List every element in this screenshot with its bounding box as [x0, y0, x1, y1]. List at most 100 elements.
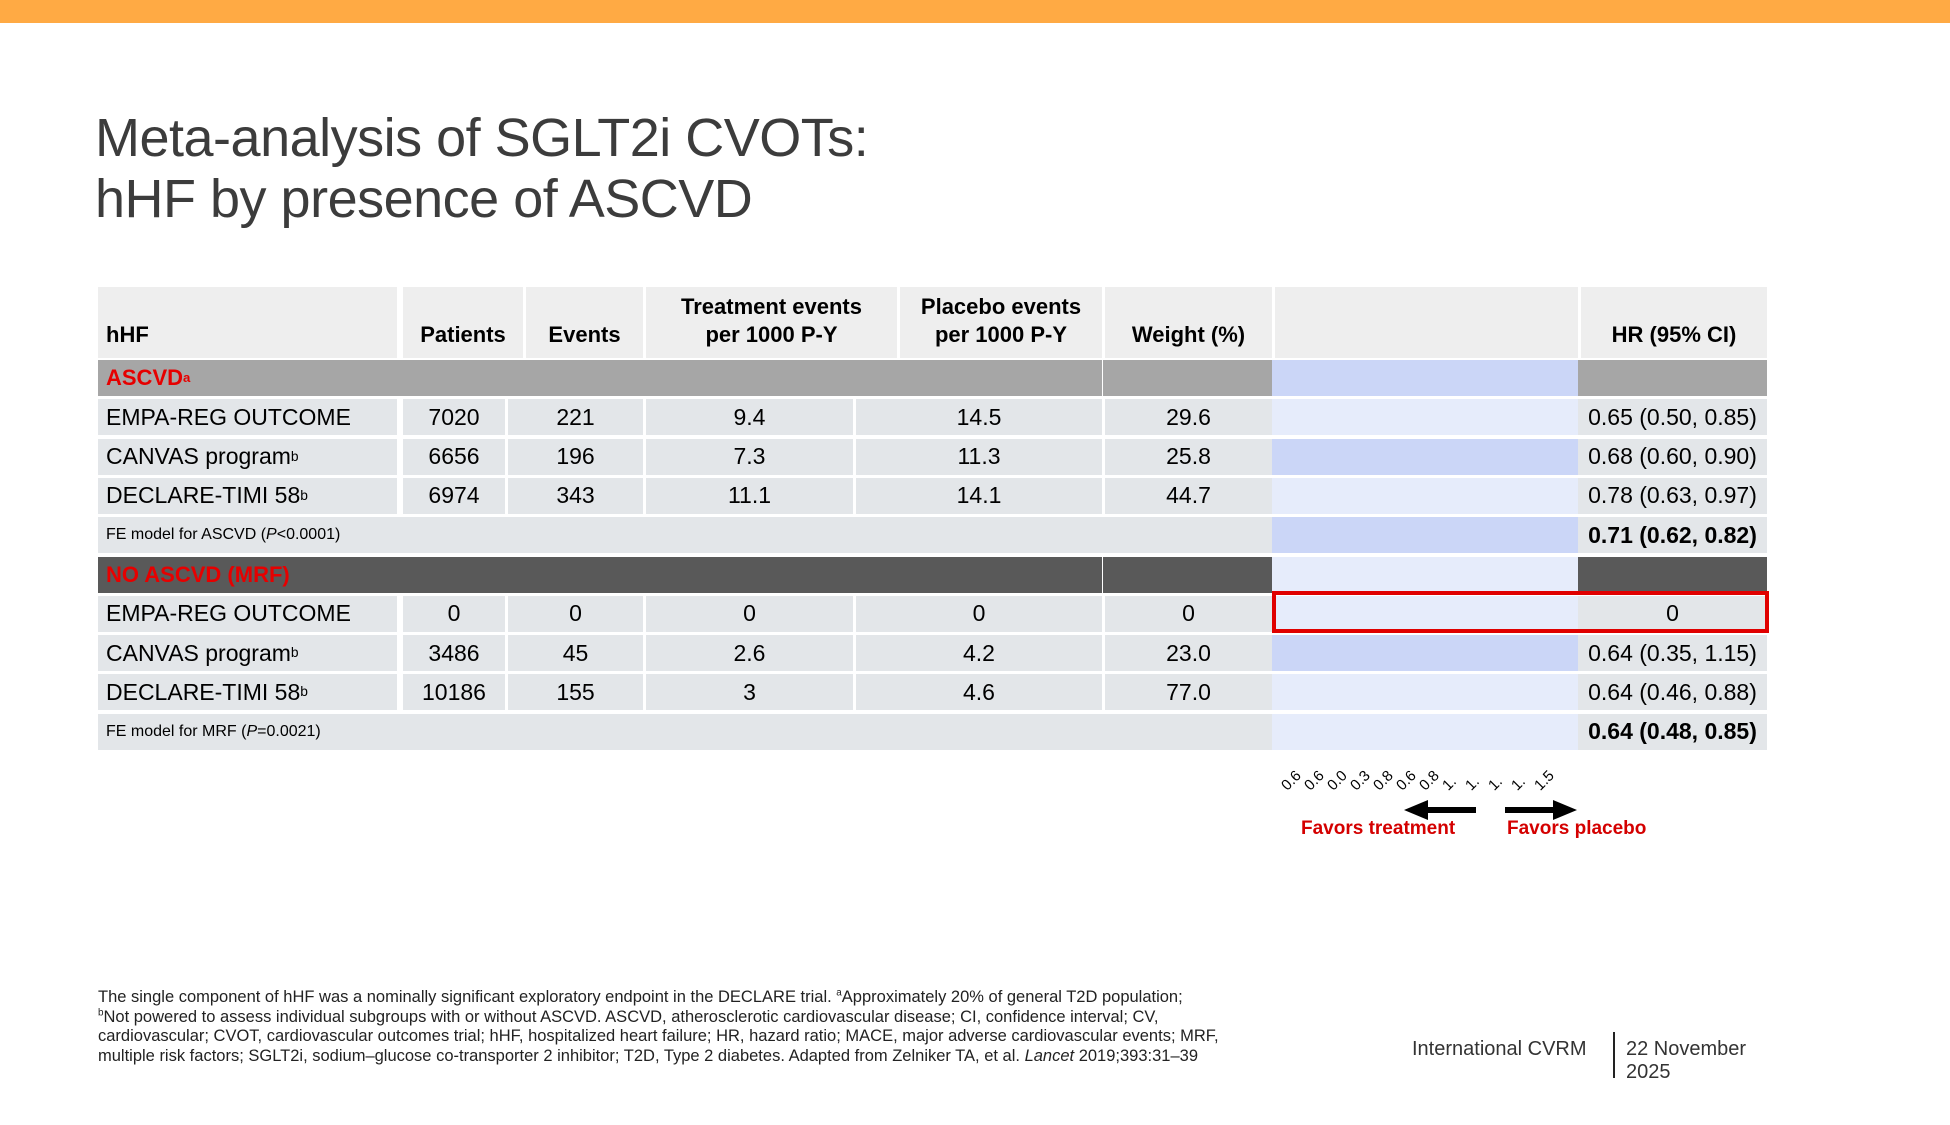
plot-band — [1272, 360, 1578, 396]
organization-name: International CVRM — [1412, 1038, 1587, 1060]
top-accent-bar — [0, 0, 1950, 23]
fe-model-hr: 0.64 (0.48, 0.85) — [1578, 713, 1767, 750]
footnote-text: multiple risk factors; SGLT2i, sodium–gl… — [98, 1046, 1025, 1065]
study-label: DECLARE-TIMI 58 — [106, 678, 301, 705]
axis-tick-label: 1.5 — [1531, 767, 1558, 795]
footnote-text: Approximately 20% of general T2D populat… — [841, 988, 1183, 1006]
plot-row-area — [1272, 477, 1578, 514]
study-label: DECLARE-TIMI 58 — [106, 482, 301, 509]
fe-p: P — [266, 526, 277, 544]
study-label: CANVAS program — [106, 443, 291, 470]
cell-treatment: 7.3 — [646, 438, 853, 475]
footnote: The single component of hHF was a nomina… — [98, 988, 1368, 1066]
cell-treatment: 3 — [646, 674, 853, 711]
study-name: DECLARE-TIMI 58 b — [98, 477, 397, 514]
plot-row-area — [1272, 635, 1578, 672]
footnote-text: 2019;393:31–39 — [1074, 1046, 1198, 1065]
cell-events: 155 — [508, 674, 643, 711]
cell-patients: 6656 — [403, 438, 505, 475]
cell-hr: 0.65 (0.50, 0.85) — [1578, 399, 1767, 436]
cell-placebo: 4.2 — [856, 635, 1102, 672]
header-events: Events — [526, 287, 643, 358]
date-line-2: 2025 — [1626, 1061, 1671, 1083]
cell-patients: 0 — [403, 595, 505, 632]
axis-tick-label: 1. — [1485, 773, 1506, 795]
study-label: EMPA-REG OUTCOME — [106, 600, 351, 627]
cell-weight: 23.0 — [1105, 635, 1272, 672]
header-hhf: hHF — [98, 287, 397, 358]
cell-events: 196 — [508, 438, 643, 475]
plot-row-area — [1272, 595, 1578, 632]
slide-title: Meta-analysis of SGLT2i CVOTs: hHF by pr… — [95, 108, 869, 230]
plot-row-area — [1272, 713, 1578, 750]
cell-events: 45 — [508, 635, 643, 672]
arrow-left-icon — [1404, 800, 1476, 820]
header-placebo-line-2: per 1000 P-Y — [934, 322, 1068, 347]
favors-treatment-label: Favors treatment — [1301, 818, 1456, 839]
study-name: DECLARE-TIMI 58 b — [98, 674, 397, 711]
cell-hr: 0.68 (0.60, 0.90) — [1578, 438, 1767, 475]
fe-text: =0.0021) — [257, 722, 321, 740]
fe-model-hr: 0.71 (0.62, 0.82) — [1578, 517, 1767, 554]
axis-ticks: 0.6 0.6 0.0 0.3 0.8 0.6 0.8 1. 1. 1. 1. 1.5 — [1278, 748, 1588, 794]
group-header-mrf: NO ASCVD (MRF) — [98, 556, 1102, 593]
cell-hr: 0.78 (0.63, 0.97) — [1578, 477, 1767, 514]
footnote-sup: b — [98, 1007, 104, 1018]
highlight-box — [1272, 591, 1769, 633]
cell-hr: 0.64 (0.46, 0.88) — [1578, 674, 1767, 711]
header-plot — [1275, 287, 1578, 358]
study-name: CANVAS program b — [98, 438, 397, 475]
cell-weight: 29.6 — [1105, 399, 1272, 436]
axis-tick-label: 1. — [1439, 773, 1460, 795]
cell-placebo: 0 — [856, 595, 1102, 632]
presentation-date: 22 November 2025 — [1626, 1038, 1746, 1084]
cell-weight: 25.8 — [1105, 438, 1272, 475]
cell-placebo: 14.1 — [856, 477, 1102, 514]
footnote-text: cardiovascular; CVOT, cardiovascular out… — [98, 1027, 1219, 1045]
cell-treatment: 2.6 — [646, 635, 853, 672]
fe-text: FE model for ASCVD ( — [106, 526, 267, 544]
fe-model-label: FE model for MRF (P =0.0021) — [98, 713, 1272, 750]
plot-row-area — [1272, 438, 1578, 475]
study-label: EMPA-REG OUTCOME — [106, 403, 351, 430]
cell-hr: 0 — [1578, 595, 1767, 632]
cell-weight: 0 — [1105, 595, 1272, 632]
plot-row-area — [1272, 399, 1578, 436]
footnote-sup: a — [836, 987, 842, 999]
title-line-2: hHF by presence of ASCVD — [95, 169, 753, 229]
date-line-1: 22 November — [1626, 1038, 1747, 1060]
favors-placebo-label: Favors placebo — [1507, 818, 1647, 839]
cell-treatment: 0 — [646, 595, 853, 632]
cell-patients: 6974 — [403, 477, 505, 514]
cell-weight: 44.7 — [1105, 477, 1272, 514]
cell-patients: 3486 — [403, 635, 505, 672]
arrow-right-icon — [1505, 800, 1577, 820]
footnote-text: The single component of hHF was a nomina… — [98, 988, 837, 1006]
cell-weight: 77.0 — [1105, 674, 1272, 711]
study-name: EMPA-REG OUTCOME — [98, 595, 397, 632]
cell-placebo: 11.3 — [856, 438, 1102, 475]
cell-patients: 7020 — [403, 399, 505, 436]
header-treatment: Treatment events per 1000 P-Y — [646, 287, 897, 358]
group-label: NO ASCVD (MRF) — [106, 561, 290, 587]
cell-treatment: 11.1 — [646, 477, 853, 514]
fe-model-label: FE model for ASCVD (P <0.0001) — [98, 517, 1272, 554]
plot-row-area — [1272, 517, 1578, 554]
plot-row-area — [1272, 674, 1578, 711]
plot-band — [1272, 556, 1578, 593]
group-header-ascvd: ASCVD a — [98, 360, 1102, 396]
title-line-1: Meta-analysis of SGLT2i CVOTs: — [95, 108, 869, 168]
group-header-hr-cell — [1578, 556, 1767, 593]
axis-tick-label: 1. — [1508, 773, 1529, 795]
study-name: EMPA-REG OUTCOME — [98, 399, 397, 436]
header-hr: HR (95% CI) — [1581, 287, 1767, 358]
fe-p: P — [246, 722, 258, 740]
header-treatment-line-1: Treatment events — [681, 294, 862, 319]
fe-text: <0.0001) — [276, 526, 341, 544]
header-weight: Weight (%) — [1105, 287, 1272, 358]
cell-events: 343 — [508, 477, 643, 514]
cell-placebo: 14.5 — [856, 399, 1102, 436]
fe-text: FE model for MRF ( — [106, 722, 247, 740]
group-header-hr-cell — [1578, 360, 1767, 396]
footer-divider — [1613, 1032, 1615, 1078]
